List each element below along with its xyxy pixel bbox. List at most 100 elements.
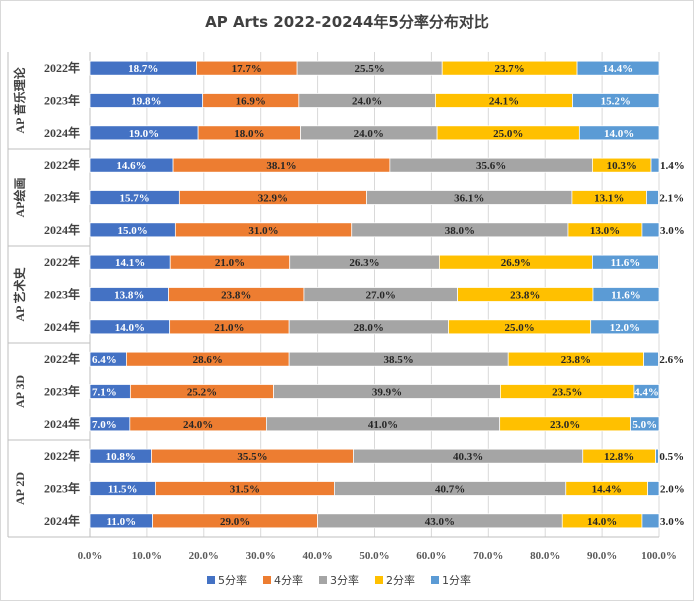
data-label: 23.5% (552, 387, 582, 399)
data-label: 27.0% (366, 290, 396, 302)
year-label: 2024年 (44, 416, 80, 431)
data-label: 26.3% (349, 257, 379, 269)
data-label: 2.6% (659, 354, 684, 366)
data-label: 7.0% (92, 419, 117, 431)
data-label: 11.5% (108, 484, 138, 496)
data-label: 15.7% (120, 193, 150, 205)
year-label: 2024年 (44, 125, 80, 140)
group-label: AP 音乐理论 (12, 66, 27, 133)
data-label: 25.2% (187, 387, 217, 399)
x-tick-label: 100.0% (641, 550, 677, 562)
data-label: 11.0% (106, 516, 136, 528)
x-tick-label: 20.0% (189, 550, 219, 562)
x-tick-label: 80.0% (530, 550, 560, 562)
data-label: 24.0% (183, 419, 213, 431)
data-label: 36.1% (454, 193, 484, 205)
data-label: 13.1% (594, 193, 624, 205)
year-label: 2024年 (44, 222, 80, 237)
data-label: 14.0% (604, 128, 634, 140)
data-label: 41.0% (368, 419, 398, 431)
year-label: 2023年 (44, 481, 80, 496)
group-label: AP绘画 (12, 178, 27, 218)
data-label: 25.5% (355, 63, 385, 75)
data-label: 15.2% (601, 96, 631, 108)
bar-segment (641, 513, 660, 529)
year-label: 2022年 (44, 60, 80, 75)
bar-segment (643, 351, 659, 367)
x-tick-label: 10.0% (132, 550, 162, 562)
data-label: 14.0% (115, 322, 145, 334)
year-label: 2022年 (44, 351, 80, 366)
data-label: 39.9% (372, 387, 402, 399)
data-label: 19.8% (131, 96, 161, 108)
bars (89, 60, 660, 529)
data-label: 2.0% (660, 484, 685, 496)
bar-segment (647, 481, 660, 496)
x-tick-label: 30.0% (246, 550, 276, 562)
data-label: 31.5% (230, 484, 260, 496)
data-label: 23.0% (550, 419, 580, 431)
legend-swatch (263, 576, 271, 584)
data-label: 24.0% (354, 128, 384, 140)
bar-segment (590, 319, 660, 335)
year-label: 2024年 (44, 319, 80, 334)
year-label: 2022年 (44, 254, 80, 269)
data-label: 16.9% (236, 96, 266, 108)
data-label: 12.8% (604, 451, 634, 463)
year-label: 2023年 (44, 93, 80, 108)
legend-swatch (319, 576, 327, 584)
bar-segment (633, 384, 660, 399)
data-label: 38.5% (384, 354, 414, 366)
x-tick-label: 70.0% (473, 550, 503, 562)
data-label: 23.8% (561, 354, 591, 366)
data-label: 12.0% (610, 322, 640, 334)
data-label: 2.1% (659, 193, 684, 205)
data-label: 18.7% (128, 63, 158, 75)
data-label: 13.0% (590, 225, 620, 237)
x-tick-label: 0.0% (78, 550, 103, 562)
bar-segment (655, 448, 659, 464)
year-label: 2024年 (44, 513, 80, 528)
data-label: 0.5% (659, 451, 684, 463)
x-tick-labels: 0.0% 10.0% 20.0% 30.0% 40.0% 50.0% 60.0% 70.0% 8… (78, 550, 677, 562)
data-label: 13.8% (114, 290, 144, 302)
data-label: 26.9% (501, 257, 531, 269)
data-label: 43.0% (425, 516, 455, 528)
legend-label: 3分率 (330, 573, 359, 587)
data-label: 19.0% (129, 128, 159, 140)
year-label: 2022年 (44, 157, 80, 172)
legend-swatch (431, 576, 439, 584)
data-label: 25.0% (493, 128, 523, 140)
data-label: 10.3% (607, 160, 637, 172)
y-category-labels: AP 音乐理论 2022年 2023年 2024年 AP绘画 2022年 2023年 2024… (12, 60, 80, 528)
x-tick-label: 40.0% (302, 550, 332, 562)
legend-swatch (207, 576, 215, 584)
data-label: 1.4% (660, 160, 685, 172)
data-label: 23.8% (221, 290, 251, 302)
data-label: 14.4% (603, 63, 633, 75)
bar-segment (578, 125, 660, 141)
data-label: 21.0% (214, 322, 244, 334)
data-label: 24.0% (352, 96, 382, 108)
legend-label: 1分率 (442, 573, 471, 587)
data-label: 5.0% (632, 419, 657, 431)
x-tick-label: 50.0% (359, 550, 389, 562)
data-label: 28.0% (354, 322, 384, 334)
chart-title: AP Arts 2022-20244年5分率分布对比 (205, 13, 489, 31)
bar-segment (592, 254, 659, 270)
data-label: 11.6% (611, 257, 641, 269)
year-label: 2023年 (44, 287, 80, 302)
data-label: 35.6% (476, 160, 506, 172)
data-label: 35.5% (237, 451, 267, 463)
bar-segment (641, 222, 660, 238)
data-label: 38.1% (266, 160, 296, 172)
bar-segment (572, 93, 660, 108)
data-label: 4.4% (634, 387, 659, 399)
legend-label: 5分率 (218, 573, 247, 587)
year-label: 2023年 (44, 384, 80, 399)
year-label: 2022年 (44, 448, 80, 463)
bar-segment (592, 287, 660, 302)
data-label: 28.6% (193, 354, 223, 366)
legend-label: 2分率 (386, 573, 415, 587)
